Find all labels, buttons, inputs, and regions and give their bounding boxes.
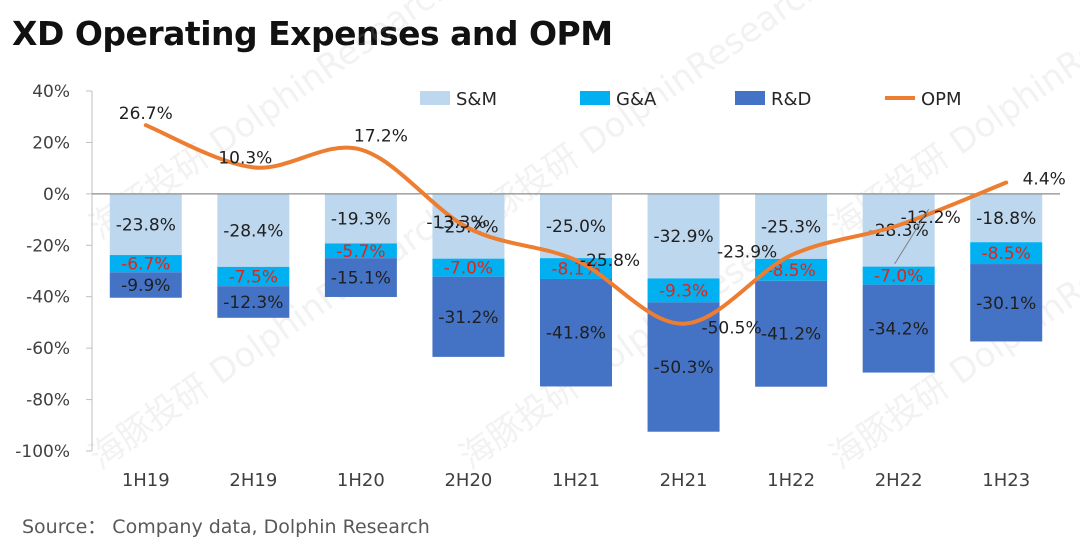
bar-data-label: -31.2% xyxy=(438,308,498,328)
y-tick-label: 20% xyxy=(32,133,70,153)
x-tick-label: 2H19 xyxy=(229,470,277,491)
opm-data-label: 4.4% xyxy=(1023,170,1066,190)
bar-data-label: -25.3% xyxy=(761,217,821,237)
bar-rd xyxy=(432,276,505,357)
bar-rd xyxy=(109,272,182,298)
y-tick-label: -80% xyxy=(26,391,70,411)
x-tick-label: 1H21 xyxy=(552,470,600,491)
x-tick-label: 2H22 xyxy=(875,470,923,491)
opm-data-label: -25.8% xyxy=(580,251,640,271)
bar-data-label: -41.8% xyxy=(546,324,606,344)
opm-data-label: 10.3% xyxy=(218,148,272,168)
bar-ga xyxy=(647,278,720,303)
legend-swatch-sm xyxy=(420,91,450,105)
bar-rd xyxy=(862,284,935,373)
opm-data-label: -12.2% xyxy=(901,208,961,228)
bar-sm xyxy=(217,193,290,267)
bar-data-label: -5.7% xyxy=(336,242,385,262)
bar-data-label: -8.5% xyxy=(982,244,1031,264)
opm-line xyxy=(143,123,1009,326)
bar-ga xyxy=(432,258,505,277)
opm-data-label: -50.5% xyxy=(701,319,761,339)
chart-title: XD Operating Expenses and OPM xyxy=(12,14,613,53)
opm-data-label: 26.7% xyxy=(119,104,173,124)
opm-data-label: -23.9% xyxy=(717,242,777,262)
legend-label: OPM xyxy=(921,89,962,110)
bar-data-label: -7.0% xyxy=(874,267,923,287)
y-tick-label: 0% xyxy=(43,185,70,205)
bar-data-label: -19.3% xyxy=(331,210,391,230)
bar-data-label: -18.8% xyxy=(976,209,1036,229)
bar-rd xyxy=(970,264,1043,342)
bar-data-label: -9.3% xyxy=(659,281,708,301)
bar-rd xyxy=(755,280,828,387)
legend-swatch-ga xyxy=(580,91,610,105)
legend-swatch-rd xyxy=(735,91,765,105)
legend-label: G&A xyxy=(616,89,657,110)
bar-data-label: -8.5% xyxy=(766,261,815,281)
y-tick-label: -60% xyxy=(26,339,70,359)
bar-data-label: -23.8% xyxy=(116,215,176,235)
bar-ga xyxy=(862,266,935,285)
bar-data-label: -28.4% xyxy=(223,221,283,241)
y-tick-label: -100% xyxy=(15,442,70,462)
bar-data-label: -9.9% xyxy=(121,276,170,296)
bar-ga xyxy=(217,266,290,287)
bar-ga xyxy=(540,258,612,279)
opm-data-label: -13.3% xyxy=(426,213,486,233)
opm-data-label: 17.2% xyxy=(354,127,408,147)
bar-data-label: -34.2% xyxy=(869,320,929,340)
bar-rd xyxy=(217,286,290,318)
bar-ga xyxy=(970,242,1043,265)
bar-data-label: -12.3% xyxy=(223,293,283,313)
bar-sm xyxy=(109,193,182,256)
opm-label-leader xyxy=(894,208,930,265)
bar-data-label: -32.9% xyxy=(653,227,713,247)
x-tick-label: 1H19 xyxy=(122,470,170,491)
bar-sm xyxy=(970,193,1043,243)
bar-sm xyxy=(647,193,720,279)
bar-sm xyxy=(540,193,612,259)
legend-label: R&D xyxy=(771,89,811,110)
bar-data-label: -28.3% xyxy=(869,221,929,241)
y-tick-label: -40% xyxy=(26,288,70,308)
bar-data-label: -30.1% xyxy=(976,294,1036,314)
x-tick-label: 2H20 xyxy=(444,470,492,491)
bar-data-label: -7.5% xyxy=(229,268,278,288)
bar-rd xyxy=(540,278,612,387)
legend-label: S&M xyxy=(456,89,497,110)
bar-data-label: -6.7% xyxy=(121,255,170,275)
y-tick-label: -20% xyxy=(26,236,70,256)
x-tick-label: 1H20 xyxy=(337,470,385,491)
bar-data-label: -41.2% xyxy=(761,325,821,345)
x-tick-label: 1H23 xyxy=(982,470,1030,491)
y-tick-label: 40% xyxy=(32,82,70,102)
bar-data-label: -25.0% xyxy=(546,217,606,237)
bar-ga xyxy=(109,255,182,273)
x-tick-label: 2H21 xyxy=(660,470,708,491)
bar-data-label: -50.3% xyxy=(653,358,713,378)
bar-ga xyxy=(324,243,397,259)
bar-data-label: -15.1% xyxy=(331,269,391,289)
bar-sm xyxy=(324,193,397,244)
source-note: Source： Company data, Dolphin Research xyxy=(22,516,430,538)
x-tick-label: 1H22 xyxy=(767,470,815,491)
bar-data-label: -7.0% xyxy=(444,259,493,279)
bar-rd xyxy=(324,258,397,297)
